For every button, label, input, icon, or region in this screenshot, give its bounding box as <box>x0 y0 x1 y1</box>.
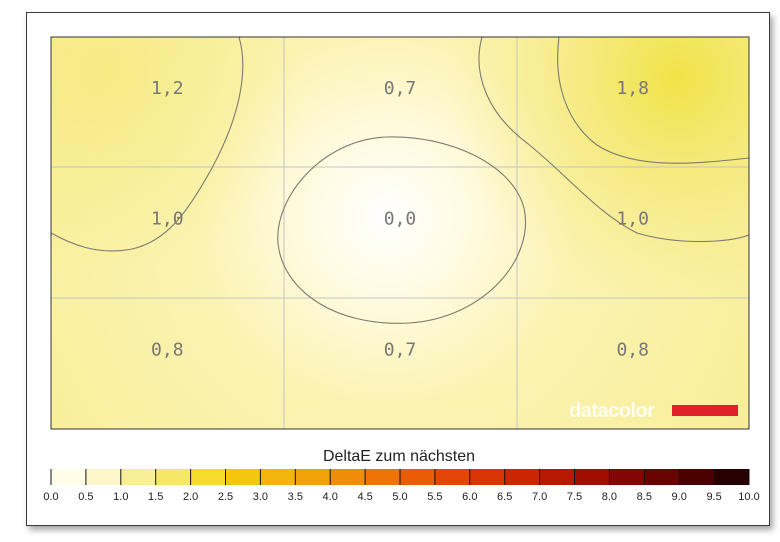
colorbar-tick-label-18: 9.0 <box>672 491 687 503</box>
cell-label-r1-c1: 0,0 <box>384 209 417 230</box>
contour-right <box>478 37 749 242</box>
plot-border <box>50 36 750 430</box>
cell-label-r2-c1: 0,7 <box>384 339 417 360</box>
colorbar-tick-label-3: 1.5 <box>148 491 163 503</box>
colorbar-swatch-11 <box>434 469 471 485</box>
cell-labels: 1,2 0,7 1,8 1,0 0,0 1,0 0,8 0,7 0,8 <box>151 78 649 360</box>
colorbar-swatch-15 <box>574 469 610 485</box>
colorbar-tick-label-19: 9.5 <box>706 491 721 503</box>
colorbar-swatch-12 <box>469 469 506 485</box>
watermark-text: datacolor <box>569 400 655 422</box>
contour-center <box>277 136 526 324</box>
colorbar-tick-label-0: 0.0 <box>43 491 58 503</box>
colorbar-swatch-8 <box>330 469 366 485</box>
colorbar-swatch-18 <box>679 469 715 485</box>
colorbar-tick-label-2: 1.0 <box>113 491 128 503</box>
colorbar-tick-label-16: 8.0 <box>602 491 617 503</box>
colorbar-tick-label-12: 6.0 <box>462 491 477 503</box>
colorbar-tick-label-4: 2.0 <box>183 491 198 503</box>
colorbar-tick-label-9: 4.5 <box>357 491 372 503</box>
chart-frame: datacolor 1,2 0,7 1,8 1,0 0,0 1,0 0,8 0,7 0,8 De… <box>26 12 770 526</box>
colorbar-tick-label-13: 6.5 <box>497 491 512 503</box>
grid-lines <box>51 37 749 429</box>
cell-label-r2-c0: 0,8 <box>151 339 184 360</box>
cell-label-r0-c2: 1,8 <box>616 78 649 99</box>
colorbar-swatch-1 <box>85 469 122 485</box>
colorbar-tick-label-11: 5.5 <box>427 491 442 503</box>
colorbar-swatch-9 <box>365 469 401 485</box>
colorbar-ticks <box>50 469 750 485</box>
datacolor-watermark: datacolor <box>569 400 738 422</box>
colorbar-tick-label-15: 7.5 <box>567 491 582 503</box>
colorbar-labels: 0.0 0.5 1.0 1.5 2.0 2.5 3.0 3.5 4.0 4.5 5.0 5.5 6.0 6… <box>43 491 759 503</box>
colorbar-tick-label-5: 2.5 <box>218 491 233 503</box>
colorbar-swatch-10 <box>400 469 436 485</box>
watermark-bar <box>672 405 738 416</box>
cell-label-r2-c2: 0,8 <box>616 339 649 360</box>
colorbar-swatches <box>51 469 750 485</box>
colorbar-tick-label-8: 4.0 <box>323 491 338 503</box>
colorbar-tick-label-1: 0.5 <box>78 491 93 503</box>
contour-left <box>51 37 244 252</box>
uniformity-chart: datacolor 1,2 0,7 1,8 1,0 0,0 1,0 0,8 0,7 0,8 De… <box>43 36 760 503</box>
colorbar-tick-label-17: 8.5 <box>637 491 652 503</box>
cell-label-r1-c0: 1,0 <box>151 209 184 230</box>
colorbar-swatch-6 <box>260 469 296 485</box>
cell-label-r0-c1: 0,7 <box>384 78 417 99</box>
heatmap-plot: datacolor 1,2 0,7 1,8 1,0 0,0 1,0 0,8 0,7 0,8 <box>50 36 750 430</box>
colorbar-swatch-5 <box>225 469 261 485</box>
colorbar-tick-label-10: 5.0 <box>392 491 407 503</box>
colorbar-swatch-3 <box>155 469 191 485</box>
colorbar-swatch-0 <box>51 469 87 485</box>
colorbar-swatch-17 <box>644 469 680 485</box>
contour-top-right <box>557 37 749 164</box>
colorbar-tick-label-7: 3.5 <box>288 491 303 503</box>
cell-label-r1-c2: 1,0 <box>616 209 649 230</box>
colorbar-tick-label-6: 3.0 <box>253 491 268 503</box>
cell-label-r0-c0: 1,2 <box>151 78 184 99</box>
colorbar-swatch-19 <box>714 469 750 485</box>
colorbar-tick-label-20: 10.0 <box>738 491 759 503</box>
contour-lines <box>51 37 749 324</box>
colorbar-swatch-13 <box>504 469 540 485</box>
colorbar-swatch-4 <box>190 469 226 485</box>
heat-overlay-upper-left <box>51 37 749 429</box>
colorbar-swatch-16 <box>609 469 645 485</box>
colorbar-swatch-2 <box>120 469 157 485</box>
colorbar-legend: DeltaE zum nächsten 0.0 0.5 1.0 1.5 2.0 2.5 3.… <box>43 448 759 503</box>
colorbar-swatch-14 <box>539 469 575 485</box>
colorbar-title: DeltaE zum nächsten <box>323 448 475 465</box>
colorbar-swatch-7 <box>295 469 331 485</box>
colorbar-tick-label-14: 7.0 <box>532 491 547 503</box>
